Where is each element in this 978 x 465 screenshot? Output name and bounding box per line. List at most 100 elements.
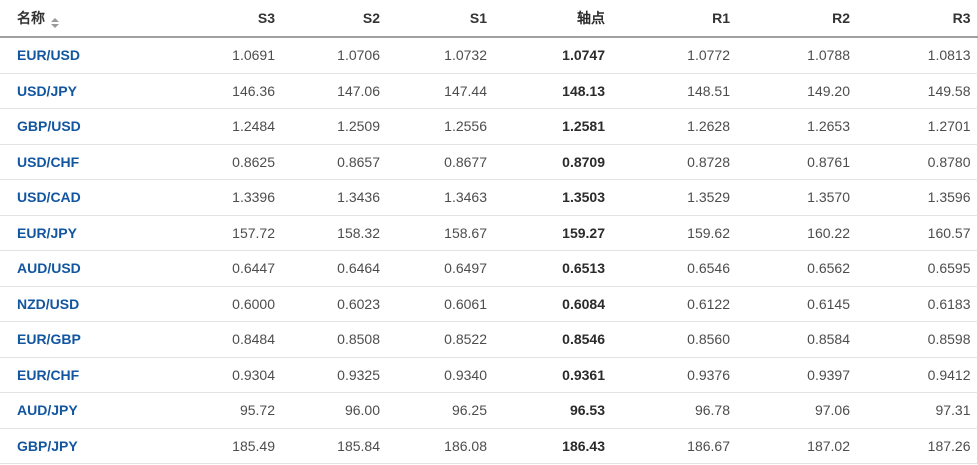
pivot-value: 0.9361 <box>487 357 605 393</box>
r2-value: 0.6562 <box>730 250 850 287</box>
currency-pair-cell: EUR/CHF <box>0 357 190 393</box>
r3-value: 0.6183 <box>850 286 977 322</box>
currency-pair-cell: NZD/USD <box>0 286 190 322</box>
table-row: USD/CHF 0.8625 0.8657 0.8677 0.8709 0.87… <box>0 144 977 180</box>
currency-pair-cell: EUR/JPY <box>0 215 190 251</box>
r3-value: 0.8780 <box>850 144 977 180</box>
s3-value: 185.49 <box>190 428 275 464</box>
column-header-r3: R3 <box>850 0 977 38</box>
r1-value: 186.67 <box>605 428 730 464</box>
s1-value: 0.9340 <box>380 357 487 393</box>
s2-value: 0.8508 <box>275 321 380 358</box>
column-header-s1: S1 <box>380 0 487 38</box>
column-header-name-label: 名称 <box>17 10 45 26</box>
s2-value: 96.00 <box>275 392 380 429</box>
s3-value: 1.3396 <box>190 179 275 216</box>
table-row: NZD/USD 0.6000 0.6023 0.6061 0.6084 0.61… <box>0 286 977 322</box>
table-row: EUR/GBP 0.8484 0.8508 0.8522 0.8546 0.85… <box>0 321 977 358</box>
r2-value: 97.06 <box>730 392 850 429</box>
r3-value: 0.9412 <box>850 357 977 393</box>
r3-value: 0.8598 <box>850 321 977 358</box>
currency-pair-link[interactable]: GBP/JPY <box>17 437 78 454</box>
r1-value: 0.8728 <box>605 144 730 180</box>
r2-value: 0.8584 <box>730 321 850 358</box>
s3-value: 95.72 <box>190 392 275 429</box>
s3-value: 157.72 <box>190 215 275 251</box>
table-row: USD/CAD 1.3396 1.3436 1.3463 1.3503 1.35… <box>0 179 977 216</box>
s2-value: 0.9325 <box>275 357 380 393</box>
column-header-pivot: 轴点 <box>487 0 605 38</box>
table-row: EUR/CHF 0.9304 0.9325 0.9340 0.9361 0.93… <box>0 357 977 393</box>
s3-value: 0.9304 <box>190 357 275 393</box>
table-row: AUD/USD 0.6447 0.6464 0.6497 0.6513 0.65… <box>0 250 977 287</box>
column-header-s2: S2 <box>275 0 380 38</box>
r2-value: 0.6145 <box>730 286 850 322</box>
table-row: GBP/USD 1.2484 1.2509 1.2556 1.2581 1.26… <box>0 108 977 145</box>
currency-pair-link[interactable]: GBP/USD <box>17 118 81 135</box>
pivot-value: 186.43 <box>487 428 605 464</box>
currency-pair-link[interactable]: NZD/USD <box>17 295 80 312</box>
r2-value: 1.3570 <box>730 179 850 216</box>
pivot-value: 96.53 <box>487 392 605 429</box>
pivot-value: 1.3503 <box>487 179 605 216</box>
currency-pair-link[interactable]: USD/CAD <box>17 189 81 206</box>
column-header-r1: R1 <box>605 0 730 38</box>
s1-value: 1.0732 <box>380 37 487 74</box>
currency-pair-link[interactable]: AUD/JPY <box>17 402 78 419</box>
s1-value: 0.8522 <box>380 321 487 358</box>
pivot-value: 0.6084 <box>487 286 605 322</box>
s1-value: 147.44 <box>380 73 487 109</box>
r1-value: 0.9376 <box>605 357 730 393</box>
r3-value: 97.31 <box>850 392 977 429</box>
r1-value: 96.78 <box>605 392 730 429</box>
r1-value: 1.2628 <box>605 108 730 145</box>
s1-value: 0.8677 <box>380 144 487 180</box>
table-row: EUR/USD 1.0691 1.0706 1.0732 1.0747 1.07… <box>0 37 977 74</box>
s3-value: 1.2484 <box>190 108 275 145</box>
currency-pair-cell: EUR/GBP <box>0 321 190 358</box>
s3-value: 1.0691 <box>190 37 275 74</box>
currency-pair-cell: AUD/USD <box>0 250 190 287</box>
s1-value: 96.25 <box>380 392 487 429</box>
r1-value: 0.6122 <box>605 286 730 322</box>
pivot-value: 159.27 <box>487 215 605 251</box>
column-header-name[interactable]: 名称 <box>0 0 190 38</box>
table-row: USD/JPY 146.36 147.06 147.44 148.13 148.… <box>0 73 977 109</box>
currency-pair-link[interactable]: AUD/USD <box>17 260 81 277</box>
r3-value: 1.3596 <box>850 179 977 216</box>
r1-value: 0.8560 <box>605 321 730 358</box>
r2-value: 0.8761 <box>730 144 850 180</box>
r3-value: 0.6595 <box>850 250 977 287</box>
s2-value: 185.84 <box>275 428 380 464</box>
currency-pair-cell: GBP/USD <box>0 108 190 145</box>
r1-value: 1.0772 <box>605 37 730 74</box>
r3-value: 149.58 <box>850 73 977 109</box>
currency-pair-cell: EUR/USD <box>0 37 190 74</box>
table-row: GBP/JPY 185.49 185.84 186.08 186.43 186.… <box>0 428 977 464</box>
table-body: EUR/USD 1.0691 1.0706 1.0732 1.0747 1.07… <box>0 37 977 464</box>
r1-value: 1.3529 <box>605 179 730 216</box>
r2-value: 0.9397 <box>730 357 850 393</box>
s2-value: 1.3436 <box>275 179 380 216</box>
s1-value: 1.2556 <box>380 108 487 145</box>
currency-pair-link[interactable]: EUR/JPY <box>17 224 77 241</box>
r2-value: 1.0788 <box>730 37 850 74</box>
s2-value: 1.2509 <box>275 108 380 145</box>
s2-value: 0.6023 <box>275 286 380 322</box>
column-header-r2: R2 <box>730 0 850 38</box>
currency-pair-link[interactable]: EUR/GBP <box>17 331 81 348</box>
currency-pair-cell: GBP/JPY <box>0 428 190 464</box>
currency-pair-link[interactable]: EUR/USD <box>17 47 81 64</box>
s3-value: 0.6447 <box>190 250 275 287</box>
currency-pair-link[interactable]: USD/JPY <box>17 82 77 99</box>
sort-arrows-icon[interactable] <box>51 18 59 28</box>
column-header-s3: S3 <box>190 0 275 38</box>
currency-pair-cell: USD/CHF <box>0 144 190 180</box>
r1-value: 148.51 <box>605 73 730 109</box>
pivot-value: 0.6513 <box>487 250 605 287</box>
s1-value: 158.67 <box>380 215 487 251</box>
currency-pair-link[interactable]: EUR/CHF <box>17 366 80 383</box>
currency-pair-link[interactable]: USD/CHF <box>17 153 80 170</box>
s1-value: 0.6497 <box>380 250 487 287</box>
